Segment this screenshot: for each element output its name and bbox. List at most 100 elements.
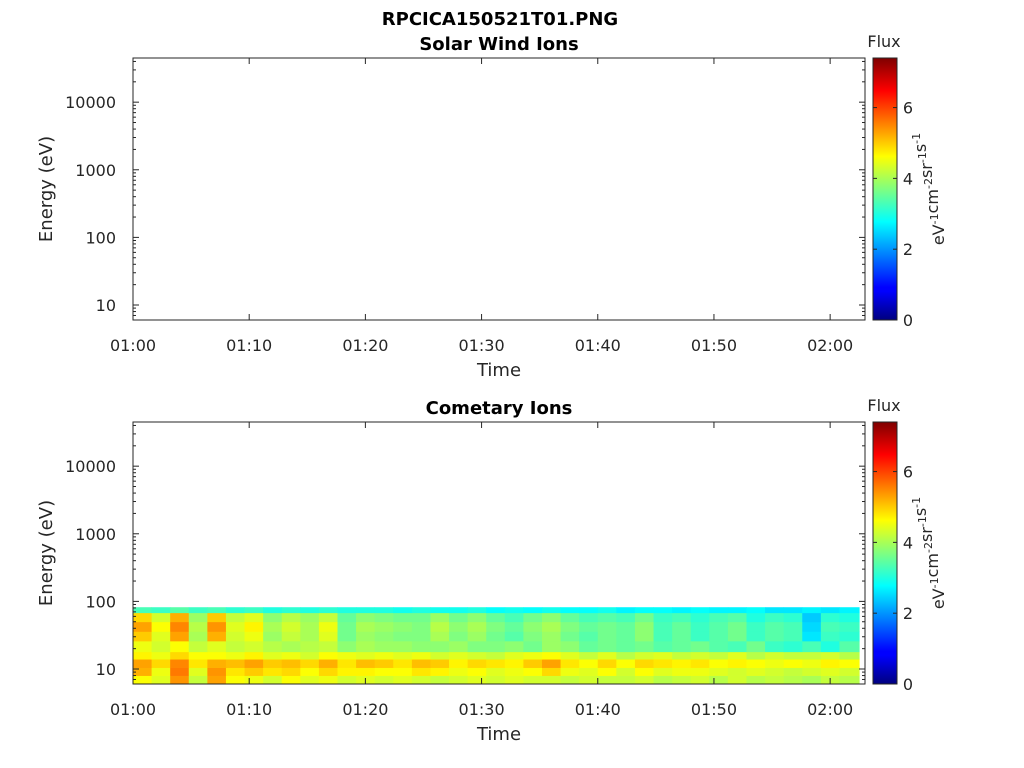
- heatmap-cell: [467, 659, 487, 668]
- heatmap-cell: [188, 640, 208, 653]
- heatmap-cell: [783, 607, 803, 614]
- heatmap-cell: [746, 621, 766, 632]
- heatmap-cell: [504, 612, 524, 623]
- heatmap-cell: [430, 651, 450, 660]
- heatmap-cell: [634, 631, 654, 642]
- heatmap-cell: [151, 659, 171, 668]
- heatmap-cell: [281, 607, 301, 614]
- heatmap-cell: [783, 621, 803, 632]
- heatmap-cell: [709, 640, 729, 653]
- heatmap-cell: [560, 621, 580, 632]
- heatmap-cell: [449, 631, 469, 642]
- heatmap-cell: [597, 640, 617, 653]
- y-tick-label: 10000: [65, 457, 116, 476]
- heatmap-cell: [188, 631, 208, 642]
- heatmap-cell: [765, 612, 785, 623]
- heatmap-cell: [300, 631, 320, 642]
- heatmap-cell: [300, 675, 320, 685]
- heatmap-cell: [839, 667, 860, 676]
- x-tick-label: 02:00: [807, 700, 853, 719]
- heatmap-cell: [579, 607, 599, 614]
- heatmap-cell: [504, 640, 524, 653]
- heatmap-cell: [634, 651, 654, 660]
- heatmap-cell: [393, 675, 413, 685]
- heatmap-cell: [207, 612, 227, 623]
- colorbar-tick-label: 0: [903, 311, 913, 330]
- heatmap-cell: [690, 640, 710, 653]
- heatmap-cell: [783, 667, 803, 676]
- heatmap-cell: [765, 607, 785, 614]
- heatmap-cell: [634, 607, 654, 614]
- heatmap-cell: [374, 612, 394, 623]
- heatmap-cell: [356, 631, 376, 642]
- figure-title: RPCICA150521T01.PNG: [382, 9, 618, 30]
- heatmap-cell: [504, 621, 524, 632]
- heatmap-cell: [504, 667, 524, 676]
- x-tick-label: 01:20: [342, 700, 388, 719]
- heatmap-cell: [318, 612, 338, 623]
- heatmap-cell: [523, 621, 543, 632]
- heatmap-cell: [504, 659, 524, 668]
- heatmap-cell: [263, 607, 283, 614]
- heatmap-cell: [281, 640, 301, 653]
- heatmap-cell: [430, 667, 450, 676]
- heatmap-cell: [504, 651, 524, 660]
- heatmap-cell: [411, 640, 431, 653]
- heatmap-cell: [746, 675, 766, 685]
- heatmap-cell: [207, 621, 227, 632]
- y-tick-label: 10000: [65, 93, 116, 112]
- heatmap-cell: [486, 667, 506, 676]
- heatmap-cell: [188, 612, 208, 623]
- heatmap-cell: [225, 667, 245, 676]
- heatmap-cell: [449, 659, 469, 668]
- x-tick-label: 01:00: [110, 336, 156, 355]
- heatmap-cell: [244, 659, 264, 668]
- heatmap-cell: [746, 607, 766, 614]
- heatmap-cell: [783, 675, 803, 685]
- heatmap-cell: [318, 631, 338, 642]
- heatmap-cell: [170, 640, 190, 653]
- heatmap-cell: [653, 640, 673, 653]
- heatmap-cell: [467, 607, 487, 614]
- heatmap-cell: [449, 640, 469, 653]
- heatmap-cell: [207, 607, 227, 614]
- heatmap-cell: [560, 659, 580, 668]
- colorbar-tick-label: 2: [903, 240, 913, 259]
- colorbar-title: Flux: [867, 32, 900, 51]
- heatmap-cell: [709, 667, 729, 676]
- heatmap-cell: [560, 640, 580, 653]
- heatmap-cell: [541, 640, 561, 653]
- heatmap-cell: [207, 659, 227, 668]
- heatmap-cell: [356, 651, 376, 660]
- heatmap-cell: [393, 651, 413, 660]
- colorbar-tick-label: 6: [903, 463, 913, 482]
- heatmap-cell: [690, 631, 710, 642]
- heatmap-cell: [263, 621, 283, 632]
- heatmap-cell: [839, 675, 860, 685]
- heatmap-cell: [727, 640, 747, 653]
- heatmap-cell: [430, 621, 450, 632]
- heatmap-cell: [393, 659, 413, 668]
- heatmap-cell: [672, 631, 692, 642]
- heatmap-cell: [560, 607, 580, 614]
- heatmap-cell: [820, 667, 840, 676]
- heatmap-cell: [151, 631, 171, 642]
- heatmap-cell: [300, 659, 320, 668]
- heatmap-cell: [672, 640, 692, 653]
- heatmap-cell: [690, 667, 710, 676]
- heatmap-cell: [783, 640, 803, 653]
- heatmap-cell: [281, 667, 301, 676]
- colorbar-tick-label: 2: [903, 604, 913, 623]
- heatmap-cell: [449, 675, 469, 685]
- heatmap-cell: [634, 640, 654, 653]
- heatmap-cell: [411, 675, 431, 685]
- heatmap-cell: [263, 631, 283, 642]
- heatmap-cell: [207, 675, 227, 685]
- x-tick-label: 02:00: [807, 336, 853, 355]
- heatmap-cell: [690, 675, 710, 685]
- heatmap-cell: [802, 621, 822, 632]
- heatmap-cell: [188, 607, 208, 614]
- heatmap-cell: [263, 667, 283, 676]
- heatmap-cell: [746, 667, 766, 676]
- heatmap-cell: [281, 612, 301, 623]
